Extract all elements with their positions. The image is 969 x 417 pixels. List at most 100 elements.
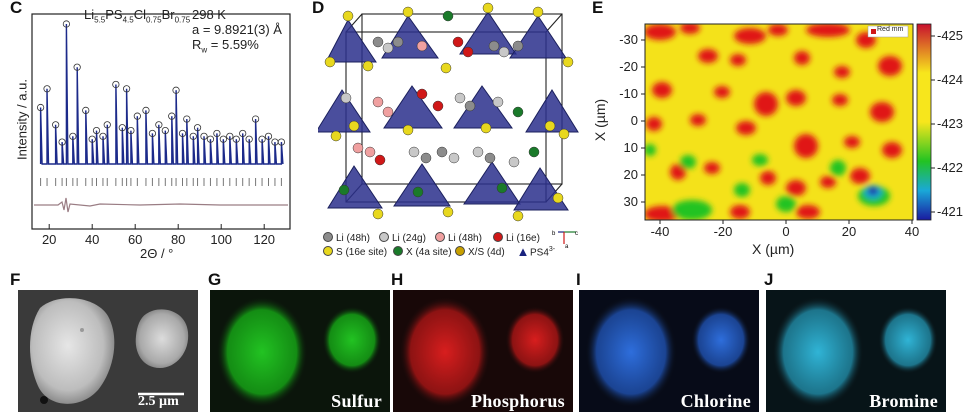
atom-sphere <box>480 122 492 134</box>
potential-region <box>786 90 806 106</box>
bragg-tick-marks <box>40 178 282 186</box>
axes-indicator-icon: b c a <box>552 231 578 250</box>
potential-region <box>690 114 706 126</box>
observed-point <box>206 135 215 143</box>
atom-sphere <box>498 46 510 58</box>
potential-region <box>870 102 894 122</box>
observed-point <box>142 106 150 115</box>
axis-c-label: c <box>575 231 578 237</box>
observed-point <box>123 85 131 93</box>
atom-dot-icon <box>323 246 333 256</box>
atom-sphere <box>442 206 454 218</box>
atom-sphere <box>416 88 428 100</box>
atom-sphere <box>352 142 364 154</box>
potential-region <box>768 24 788 36</box>
colorbar-tick-label: -425 <box>937 28 963 43</box>
panel-label-e: E <box>592 0 604 17</box>
axis-a-label: a <box>565 244 569 250</box>
element-label-bromine: Bromine <box>869 391 938 411</box>
eds-map-chlorine: Chlorine <box>579 290 759 412</box>
observed-point <box>168 112 176 120</box>
potential-region <box>680 24 700 34</box>
atom-sphere <box>338 184 350 196</box>
map-y-tick-label: 10 <box>624 140 638 155</box>
atom-sphere <box>512 106 524 118</box>
atom-sphere <box>544 120 556 132</box>
observed-point <box>58 138 66 146</box>
y-axis-label: Intensity / a.u. <box>14 79 30 160</box>
atom-sphere <box>484 152 496 164</box>
potential-region <box>832 94 848 106</box>
legend-label: S (16e site) <box>336 247 388 258</box>
atom-sphere <box>402 6 414 18</box>
atom-sphere <box>454 92 466 104</box>
atom-sphere <box>442 10 454 22</box>
observed-point <box>52 121 60 129</box>
map-x-tick-label: -40 <box>651 224 670 239</box>
potential-region <box>680 155 696 169</box>
potential-region <box>714 86 730 98</box>
legend-label: X (4a site) <box>406 247 452 258</box>
potential-region <box>730 205 750 219</box>
potential-region <box>878 56 902 76</box>
colorbar-tick-label: -422 <box>937 160 963 175</box>
potential-region <box>794 51 810 65</box>
observed-point <box>226 132 234 140</box>
legend-item: Li (48h) <box>323 232 370 244</box>
potential-region <box>734 183 750 197</box>
potential-region <box>794 134 818 158</box>
map-y-tick-label: 0 <box>631 113 638 128</box>
atom-sphere <box>330 130 342 142</box>
legend-item: X (4a site) <box>393 246 452 258</box>
observed-point <box>103 121 111 129</box>
colorbar-tick-label: -421 <box>937 204 963 219</box>
atom-sphere <box>362 60 374 72</box>
panel-label-g: G <box>208 270 222 289</box>
legend-label: Li (24g) <box>392 233 426 244</box>
atom-sphere <box>464 100 476 112</box>
potential-region <box>670 164 686 180</box>
observed-point <box>219 135 227 143</box>
observed-point <box>200 132 208 140</box>
crystal-structure-illustration <box>318 2 579 222</box>
observed-point <box>118 124 126 132</box>
observed-point <box>92 126 101 135</box>
potential-region <box>844 136 860 148</box>
observed-point <box>88 135 96 143</box>
potential-region <box>734 28 766 44</box>
atom-sphere <box>436 146 448 158</box>
eds-map-bromine: Bromine <box>766 290 946 412</box>
ps4-charge: 3- <box>548 246 556 253</box>
element-label-sulfur: Sulfur <box>331 391 382 411</box>
panel-label-d: D <box>312 0 325 17</box>
panel-label-c: C <box>10 0 23 17</box>
observed-point <box>213 129 221 138</box>
atom-sphere <box>440 62 452 74</box>
observed-point <box>161 126 169 135</box>
observed-point <box>183 115 191 123</box>
atom-dot-icon <box>455 246 465 256</box>
atom-sphere <box>562 56 574 68</box>
potential-region <box>806 24 850 37</box>
atom-dot-icon <box>323 232 333 242</box>
potential-region <box>882 142 902 158</box>
atom-sphere <box>420 152 432 164</box>
panel-label-j: J <box>764 270 774 289</box>
legend-item: Li (24g) <box>379 232 426 244</box>
legend-label: X/S (4d) <box>468 247 505 258</box>
atom-sphere <box>342 10 354 22</box>
atom-dot-icon <box>493 232 503 242</box>
xrd-refinement-plot: 20 40 60 80 100 120 <box>31 13 291 247</box>
tetrahedron-icon <box>519 248 527 257</box>
atom-sphere <box>552 192 564 204</box>
element-label-chlorine: Chlorine <box>680 391 751 411</box>
potential-region <box>796 205 820 219</box>
observed-point <box>99 132 107 140</box>
axis-b-label: b <box>552 231 556 237</box>
colorbar-tick-label: -423 <box>937 116 963 131</box>
legend-item: Li (16e) <box>493 232 540 244</box>
map-x-tick-label: 0 <box>782 224 789 239</box>
observed-point <box>69 132 77 140</box>
atom-dot-icon <box>393 246 403 256</box>
observed-point <box>252 115 260 123</box>
